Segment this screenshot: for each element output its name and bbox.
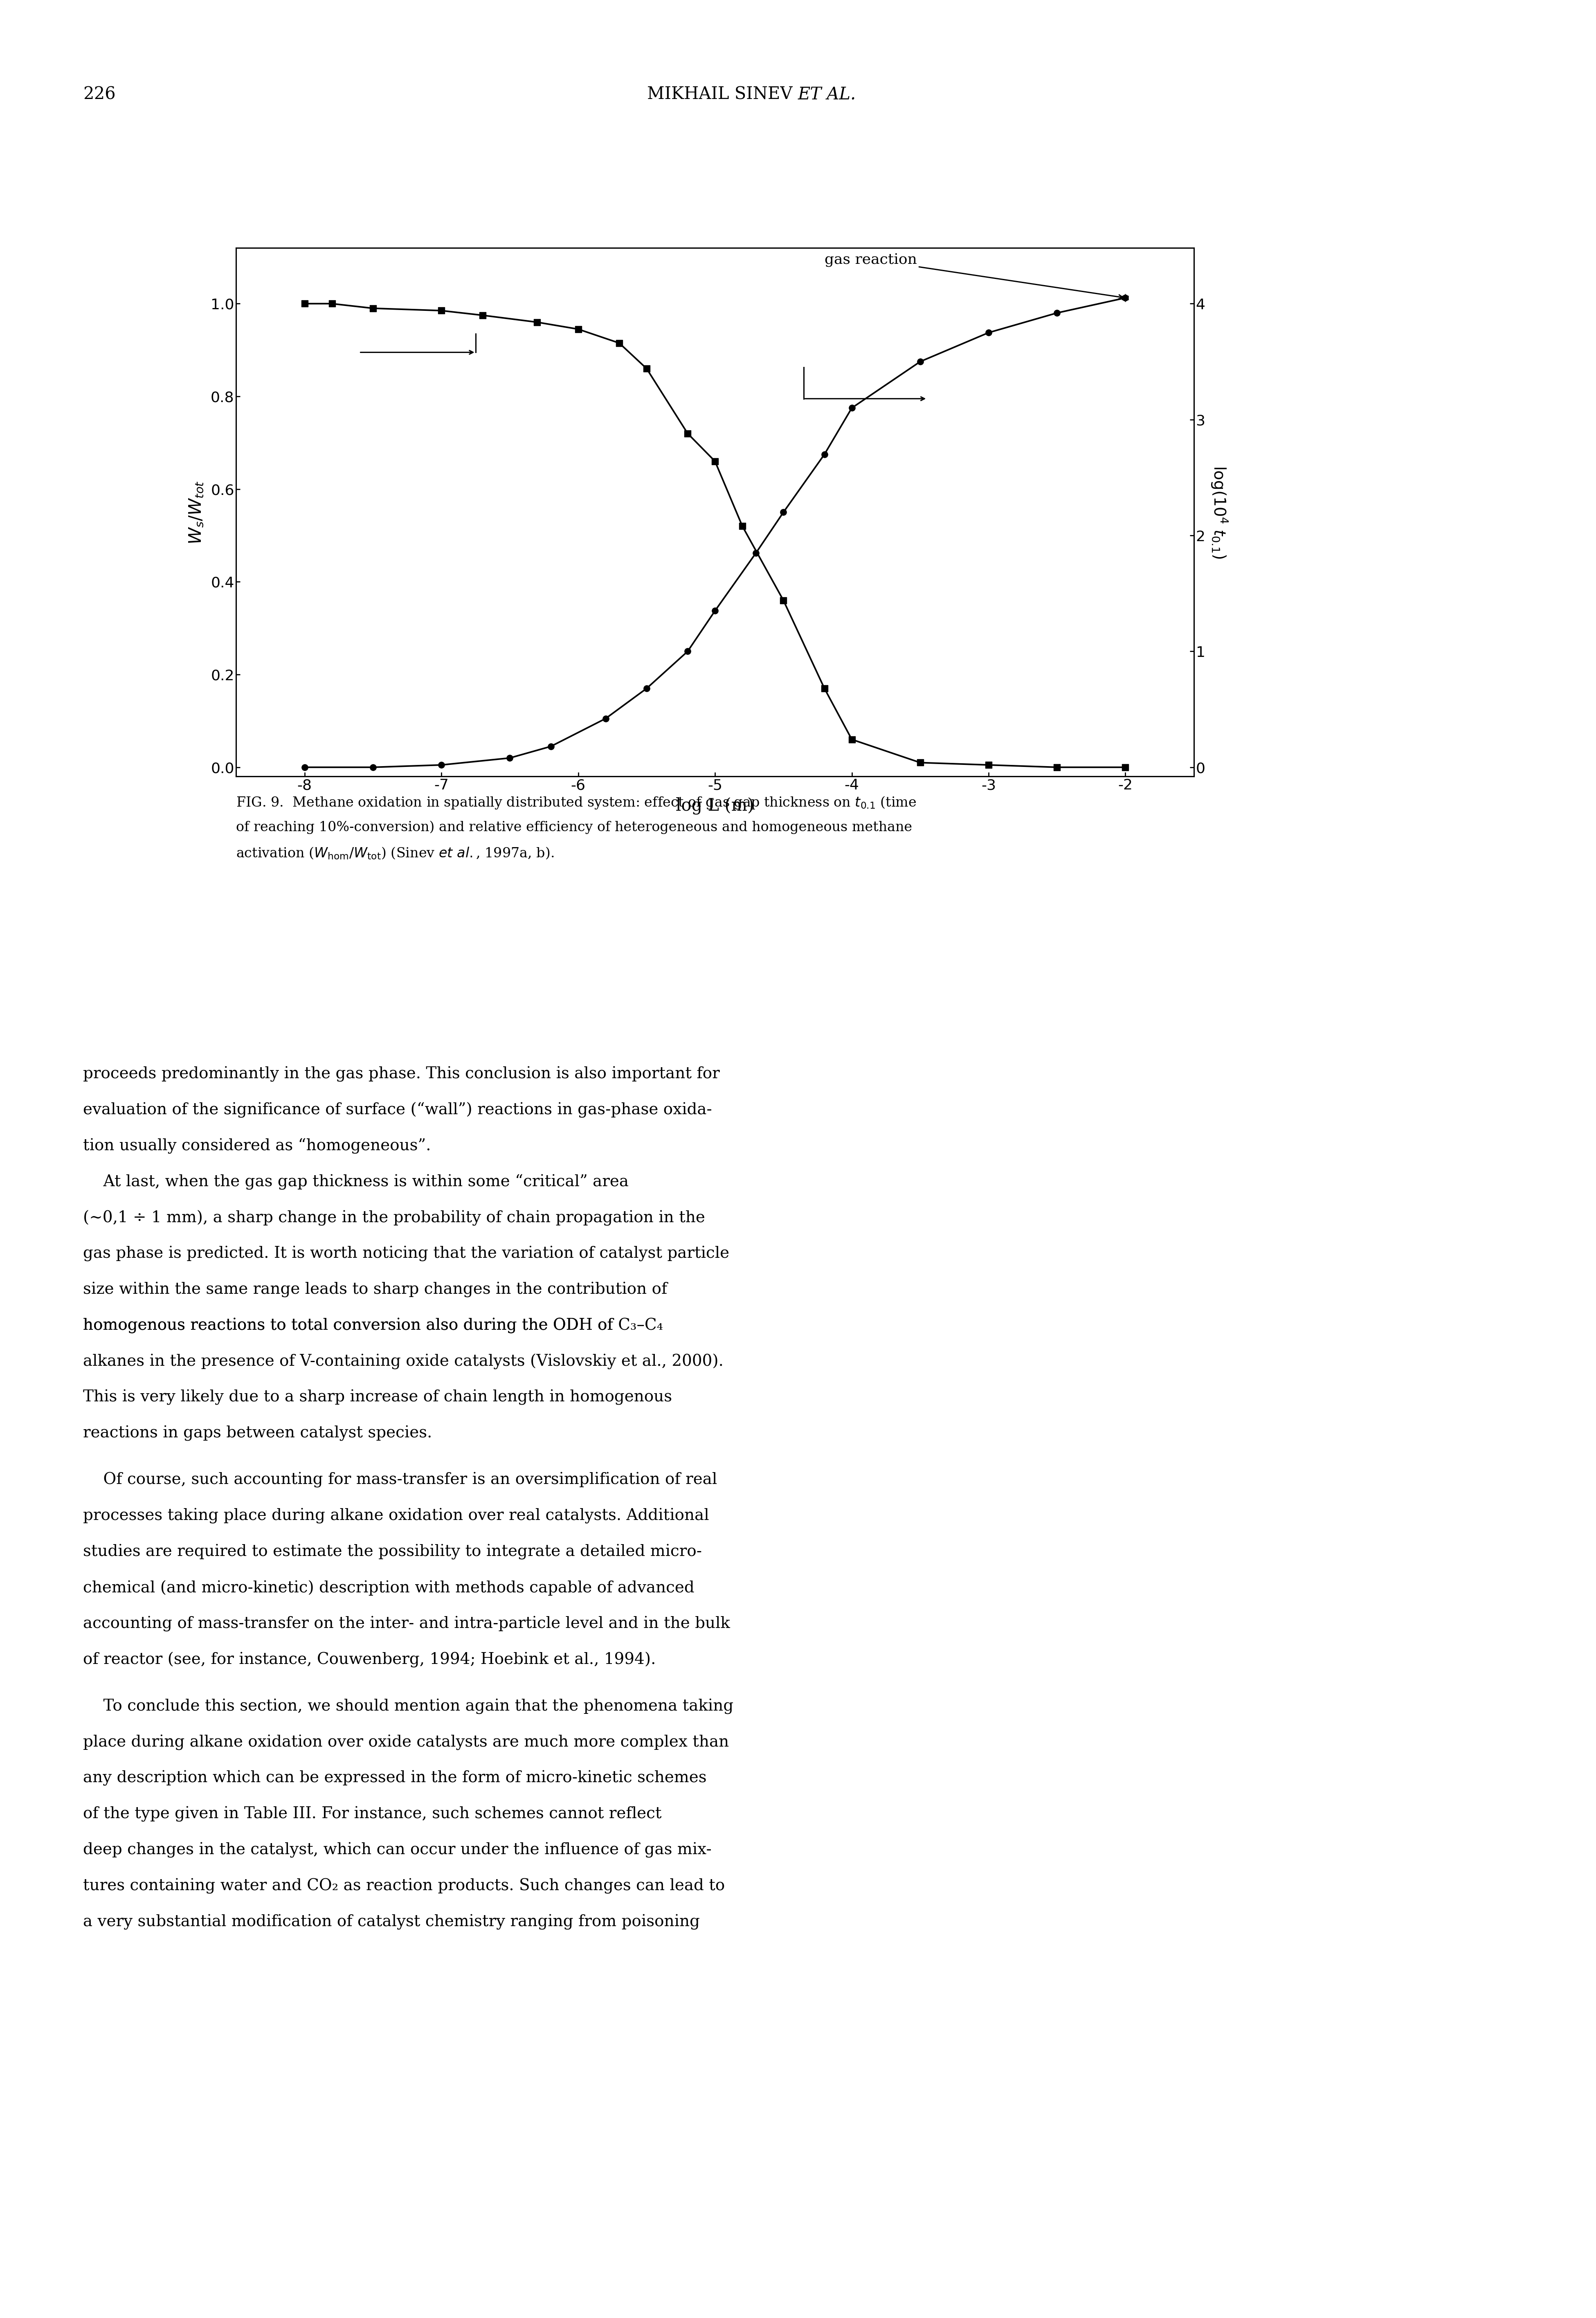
Text: any description which can be expressed in the form of micro-kinetic schemes: any description which can be expressed i…: [83, 1771, 707, 1787]
Text: proceeds predominantly in the gas phase. This conclusion is also important for: proceeds predominantly in the gas phase.…: [83, 1066, 720, 1083]
Text: of reaching 10%-conversion) and relative efficiency of heterogeneous and homogen: of reaching 10%-conversion) and relative…: [236, 821, 913, 834]
Text: a very substantial modification of catalyst chemistry ranging from poisoning: a very substantial modification of catal…: [83, 1915, 699, 1931]
Text: processes taking place during alkane oxidation over real catalysts. Additional: processes taking place during alkane oxi…: [83, 1509, 709, 1523]
Text: place during alkane oxidation over oxide catalysts are much more complex than: place during alkane oxidation over oxide…: [83, 1734, 729, 1750]
Text: Of course, such accounting for mass-transfer is an oversimplification of real: Of course, such accounting for mass-tran…: [83, 1472, 717, 1488]
Text: gas phase is predicted. It is worth noticing that the variation of catalyst part: gas phase is predicted. It is worth noti…: [83, 1245, 729, 1261]
Y-axis label: $W_s/W_{tot}$: $W_s/W_{tot}$: [188, 480, 204, 545]
Text: accounting of mass-transfer on the inter- and intra-particle level and in the bu: accounting of mass-transfer on the inter…: [83, 1616, 729, 1632]
Text: homogenous reactions to total conversion also during the ODH of: homogenous reactions to total conversion…: [83, 1317, 618, 1333]
Text: tures containing water and CO₂ as reaction products. Such changes can lead to: tures containing water and CO₂ as reacti…: [83, 1878, 725, 1894]
Text: deep changes in the catalyst, which can occur under the influence of gas mix-: deep changes in the catalyst, which can …: [83, 1843, 712, 1859]
Text: of the type given in Table III. For instance, such schemes cannot reflect: of the type given in Table III. For inst…: [83, 1806, 662, 1822]
Text: chemical (and micro-kinetic) description with methods capable of advanced: chemical (and micro-kinetic) description…: [83, 1581, 694, 1595]
Text: gas reaction: gas reaction: [825, 253, 1124, 299]
Text: This is very likely due to a sharp increase of chain length in homogenous: This is very likely due to a sharp incre…: [83, 1388, 672, 1405]
Text: homogenous reactions to total conversion also during the ODH of C₃–C₄: homogenous reactions to total conversion…: [83, 1317, 662, 1333]
Text: MIKHAIL SINEV: MIKHAIL SINEV: [646, 86, 798, 102]
Text: F$\mathregular{IG}$. 9.  Methane oxidation in spatially distributed system: effe: F$\mathregular{IG}$. 9. Methane oxidatio…: [236, 795, 916, 811]
Text: studies are required to estimate the possibility to integrate a detailed micro-: studies are required to estimate the pos…: [83, 1544, 702, 1560]
Text: (∼0,1 ÷ 1 mm), a sharp change in the probability of chain propagation in the: (∼0,1 ÷ 1 mm), a sharp change in the pro…: [83, 1210, 705, 1226]
Text: 226: 226: [83, 86, 115, 102]
Text: alkanes in the presence of V-containing oxide catalysts (Vislovskiy et al., 2000: alkanes in the presence of V-containing …: [83, 1354, 723, 1370]
Text: ET AL.: ET AL.: [798, 86, 855, 102]
X-axis label: log L (m): log L (m): [675, 797, 755, 814]
Text: tion usually considered as “homogeneous”.: tion usually considered as “homogeneous”…: [83, 1138, 431, 1154]
Text: evaluation of the significance of surface (“wall”) reactions in gas-phase oxida-: evaluation of the significance of surfac…: [83, 1101, 712, 1117]
Text: At last, when the gas gap thickness is within some “critical” area: At last, when the gas gap thickness is w…: [83, 1173, 629, 1189]
Text: To conclude this section, we should mention again that the phenomena taking: To conclude this section, we should ment…: [83, 1699, 734, 1715]
Text: of reactor (see, for instance, Couwenberg, 1994; Hoebink et al., 1994).: of reactor (see, for instance, Couwenber…: [83, 1653, 656, 1667]
Y-axis label: $\log(10^4\ t_{0.1})$: $\log(10^4\ t_{0.1})$: [1210, 466, 1229, 559]
Text: reactions in gaps between catalyst species.: reactions in gaps between catalyst speci…: [83, 1426, 433, 1442]
Text: size within the same range leads to sharp changes in the contribution of: size within the same range leads to shar…: [83, 1282, 667, 1298]
Text: activation ($W_{\rm hom}/W_{\rm tot}$) (Sinev $et\ al.$, 1997a, b).: activation ($W_{\rm hom}/W_{\rm tot}$) (…: [236, 846, 554, 860]
